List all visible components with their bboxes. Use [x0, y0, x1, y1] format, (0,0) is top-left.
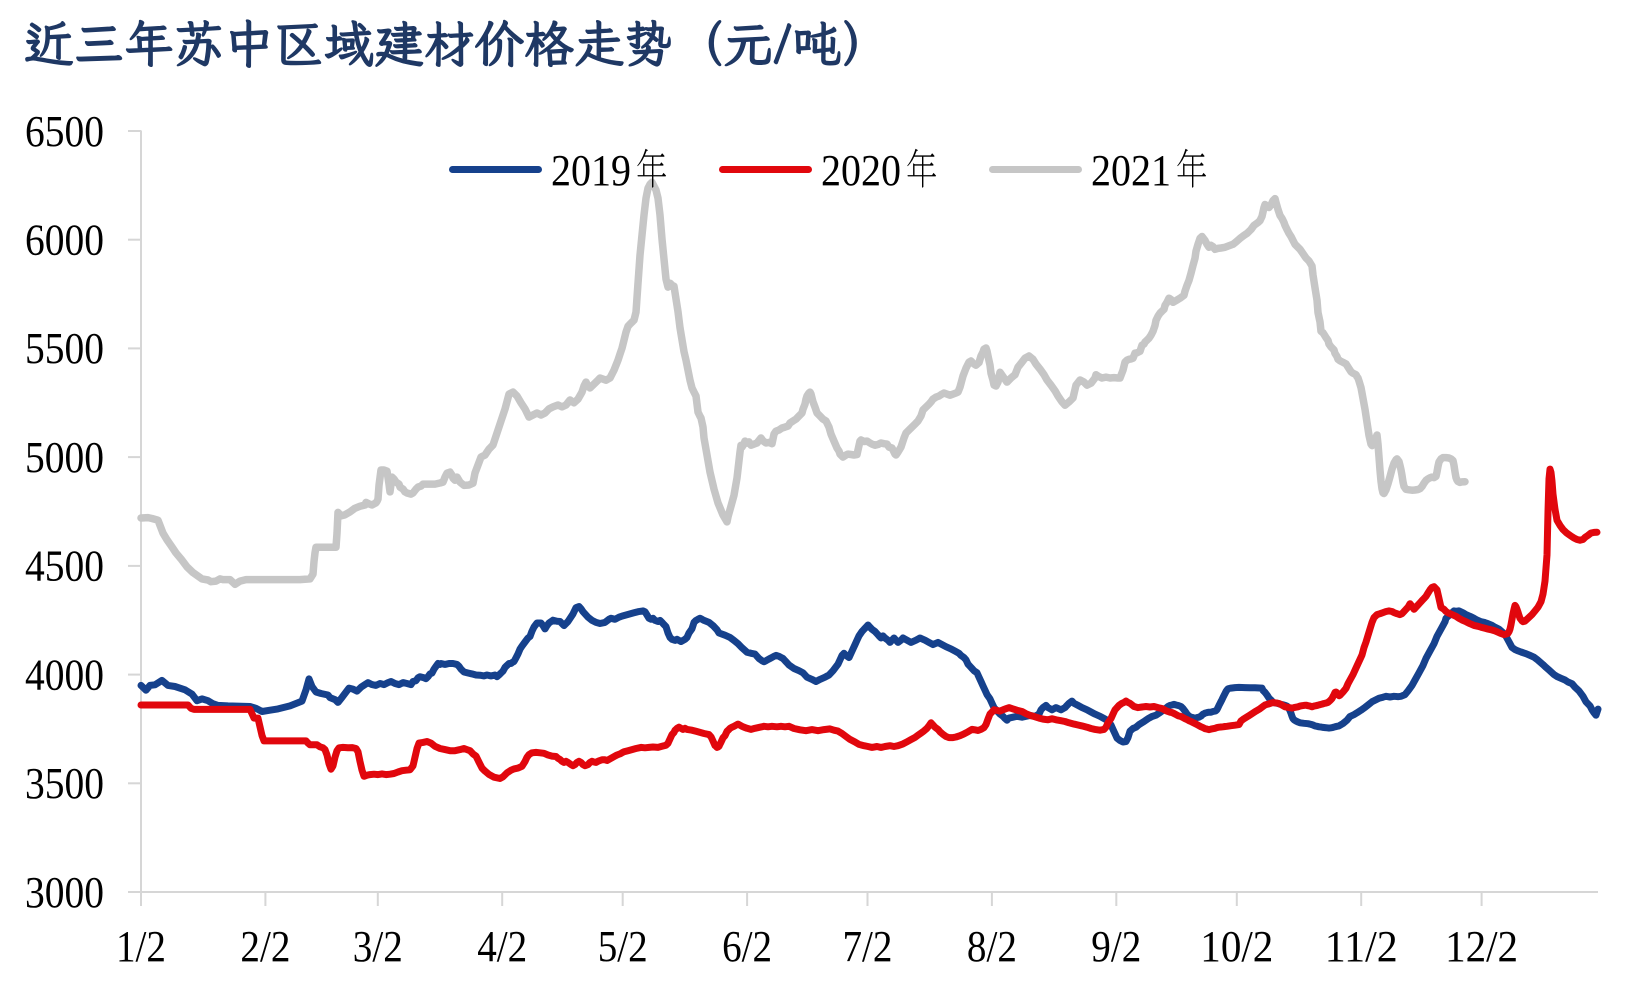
svg-text:11/2: 11/2 [1325, 922, 1398, 971]
svg-text:10/2: 10/2 [1200, 922, 1273, 971]
svg-text:2019: 2019 [551, 146, 631, 195]
svg-text:6/2: 6/2 [722, 922, 772, 971]
svg-text:1/2: 1/2 [116, 922, 166, 971]
svg-text:3500: 3500 [25, 759, 104, 808]
svg-text:3/2: 3/2 [353, 922, 403, 971]
svg-text:8/2: 8/2 [967, 922, 1017, 971]
svg-text:9/2: 9/2 [1091, 922, 1141, 971]
svg-text:2/2: 2/2 [240, 922, 290, 971]
svg-text:2021: 2021 [1091, 146, 1171, 195]
svg-text:4/2: 4/2 [477, 922, 527, 971]
svg-text:5000: 5000 [25, 433, 104, 482]
svg-text:4000: 4000 [25, 650, 104, 699]
svg-text:2020: 2020 [821, 146, 901, 195]
svg-text:5/2: 5/2 [598, 922, 648, 971]
svg-text:4500: 4500 [25, 542, 104, 591]
svg-text:6500: 6500 [25, 107, 104, 156]
svg-text:6000: 6000 [25, 216, 104, 265]
svg-text:3000: 3000 [25, 868, 104, 917]
svg-text:5500: 5500 [25, 324, 104, 373]
svg-text:7/2: 7/2 [843, 922, 893, 971]
svg-text:12/2: 12/2 [1445, 922, 1518, 971]
